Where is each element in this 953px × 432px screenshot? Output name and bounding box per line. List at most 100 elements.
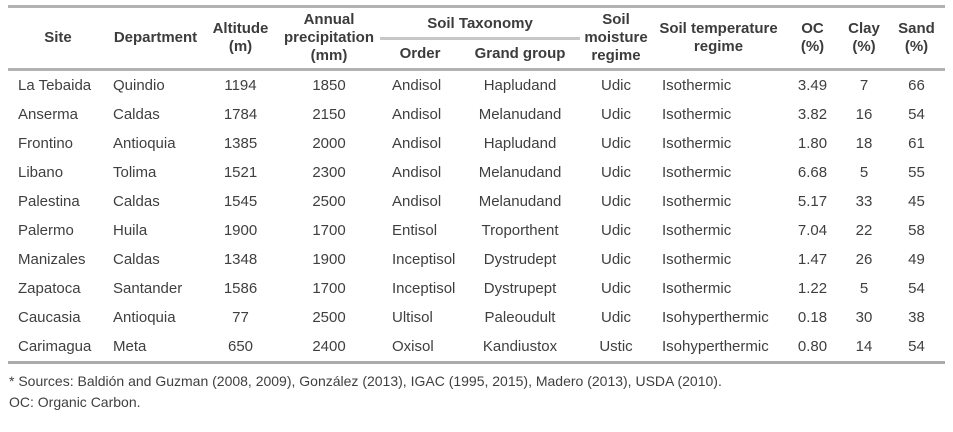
table-cell: 18 xyxy=(855,135,873,152)
header-row-group: Site Department Altitude (m) Annual prec… xyxy=(8,6,946,71)
table-cell: Isothermic xyxy=(662,193,732,210)
table-cell: 54 xyxy=(908,280,925,297)
table-cell: 16 xyxy=(855,106,873,123)
table-cell: 1.80 xyxy=(797,135,828,152)
table-row: Palermo Huila 1900 1700 Entisol Troporthent Ud… xyxy=(8,216,945,245)
table-cell: 54 xyxy=(908,338,925,355)
table-cell: Anserma xyxy=(18,106,79,123)
table-cell: Hapludand xyxy=(483,135,557,152)
table-cell: 0.18 xyxy=(797,309,828,326)
table-cell: 1700 xyxy=(312,280,346,297)
table-cell: 7.04 xyxy=(797,222,828,239)
table-row: Libano Tolima 1521 2300 Andisol Melanudand Udi… xyxy=(8,158,945,187)
table-cell: Isohyperthermic xyxy=(662,309,769,326)
table-cell: 6.68 xyxy=(797,164,828,181)
table-cell: 1521 xyxy=(223,164,258,181)
header-grand-group: Grand group xyxy=(460,38,581,71)
table-cell: Inceptisol xyxy=(392,280,456,297)
table-cell: Udic xyxy=(601,309,632,326)
table-row: Manizales Caldas 1348 1900 Inceptisol Dystrud… xyxy=(8,245,945,274)
footnote-oc: OC: Organic Carbon. xyxy=(9,394,141,410)
table-cell: Kandiustox xyxy=(482,338,558,355)
table-cell: Dystrupept xyxy=(483,280,557,297)
table-row: Palestina Caldas 1545 2500 Andisol Melanudand… xyxy=(8,187,945,216)
header-site: Site xyxy=(8,6,108,71)
table-cell: 2500 xyxy=(312,193,346,210)
table-cell: Isothermic xyxy=(662,222,732,239)
table-row: Caucasia Antioquia 77 2500 Ultisol Paleoudult… xyxy=(8,303,945,332)
table-row: Carimagua Meta 650 2400 Oxisol Kandiustox Usti… xyxy=(8,332,945,363)
table-cell: Udic xyxy=(601,222,632,239)
header-department: Department xyxy=(108,6,203,71)
header-soil-taxonomy-group: Soil Taxonomy xyxy=(380,6,581,40)
table-cell: 26 xyxy=(855,251,873,268)
table-cell: 7 xyxy=(859,77,869,94)
table-cell: Caldas xyxy=(113,193,160,210)
table-cell: Oxisol xyxy=(392,338,434,355)
table-cell: 2400 xyxy=(312,338,346,355)
table-cell: Zapatoca xyxy=(18,280,81,297)
table-cell: Andisol xyxy=(392,106,442,123)
table-cell: Udic xyxy=(601,135,632,152)
table-cell: Antioquia xyxy=(113,135,176,152)
table-cell: La Tebaida xyxy=(18,77,92,94)
table-cell: Caldas xyxy=(113,106,160,123)
table-cell: Caldas xyxy=(113,251,160,268)
table-cell: 38 xyxy=(908,309,925,326)
table-cell: Udic xyxy=(601,280,632,297)
table-cell: Isothermic xyxy=(662,135,732,152)
table-cell: Isothermic xyxy=(662,106,732,123)
header-order: Order xyxy=(380,38,460,71)
table-cell: 2300 xyxy=(312,164,346,181)
table-cell: Tolima xyxy=(113,164,157,181)
table-cell: Dystrudept xyxy=(483,251,557,268)
table-cell: Palermo xyxy=(18,222,74,239)
table-cell: Ultisol xyxy=(392,309,433,326)
table-cell: 1784 xyxy=(223,106,258,123)
table-cell: Isothermic xyxy=(662,251,732,268)
table-cell: 55 xyxy=(908,164,925,181)
table-row: Anserma Caldas 1784 2150 Andisol Melanudand Ud… xyxy=(8,100,945,129)
table-cell: 22 xyxy=(855,222,873,239)
header-oc: OC (%) xyxy=(785,6,841,71)
table-cell: 77 xyxy=(232,309,249,326)
table-cell: 2500 xyxy=(312,309,346,326)
table-row: Zapatoca Santander 1586 1700 Inceptisol Dystr… xyxy=(8,274,945,303)
table-cell: 1.22 xyxy=(797,280,828,297)
table-cell: Udic xyxy=(601,106,632,123)
table-cell: 1900 xyxy=(312,251,346,268)
table-cell: Entisol xyxy=(392,222,438,239)
table-cell: 5 xyxy=(859,164,869,181)
header-temperature-regime: Soil temperature regime xyxy=(652,6,786,71)
table-cell: 2150 xyxy=(312,106,346,123)
table-cell: Udic xyxy=(601,77,632,94)
table-row: Frontino Antioquia 1385 2000 Andisol Hapludan… xyxy=(8,129,945,158)
table-cell: Andisol xyxy=(392,135,442,152)
table-cell: 650 xyxy=(227,338,254,355)
table-cell: 1385 xyxy=(223,135,258,152)
table-cell: Melanudand xyxy=(478,164,562,181)
table-cell: 5 xyxy=(859,280,869,297)
table-cell: Santander xyxy=(113,280,183,297)
table-cell: 33 xyxy=(855,193,873,210)
table-cell: Isohyperthermic xyxy=(662,338,769,355)
table-header: Site Department Altitude (m) Annual prec… xyxy=(8,6,946,71)
table-cell: Meta xyxy=(113,338,147,355)
header-sand: Sand (%) xyxy=(888,6,946,71)
table-cell: Udic xyxy=(601,193,632,210)
table-cell: Melanudand xyxy=(478,106,562,123)
table-cell: 30 xyxy=(855,309,873,326)
table-cell: 1586 xyxy=(223,280,258,297)
table-cell: Manizales xyxy=(18,251,86,268)
header-precipitation: Annual precipitation (mm) xyxy=(278,6,380,71)
table-cell: 49 xyxy=(908,251,925,268)
table-cell: 61 xyxy=(908,135,925,152)
table-cell: 3.49 xyxy=(797,77,828,94)
table-cell: 1.47 xyxy=(797,251,828,268)
table-cell: 1194 xyxy=(224,77,257,94)
table-cell: 14 xyxy=(855,338,873,355)
table-cell: Palestina xyxy=(18,193,80,210)
table-cell: Antioquia xyxy=(113,309,176,326)
table-cell: 0.80 xyxy=(797,338,828,355)
